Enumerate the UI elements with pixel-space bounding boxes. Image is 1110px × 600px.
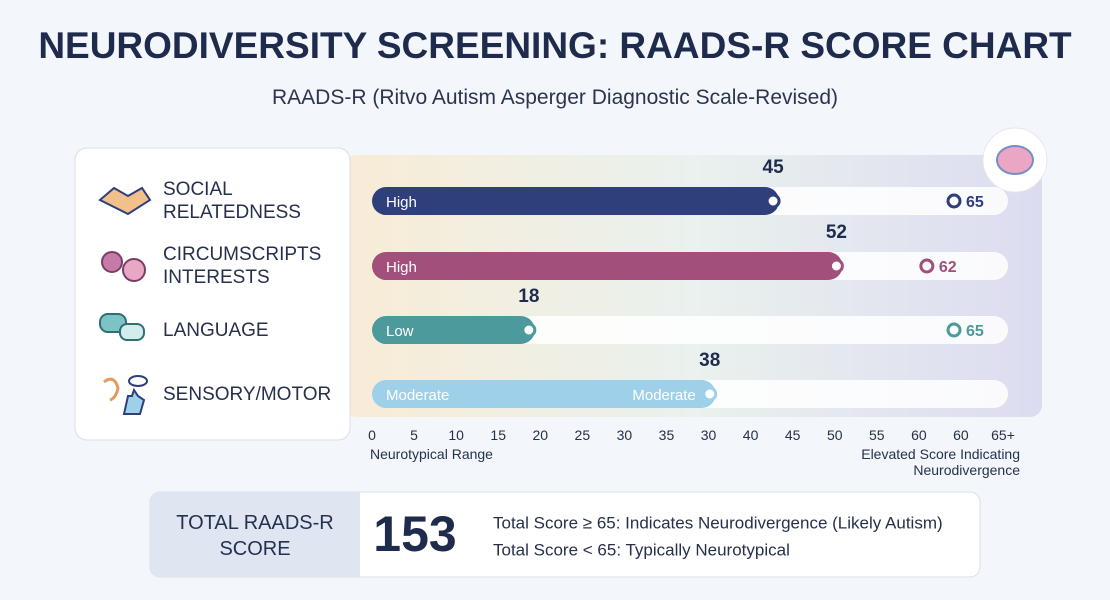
bar-end-dot: [521, 322, 537, 338]
scale-label: 15: [490, 427, 506, 443]
scale-label: 55: [869, 427, 885, 443]
title: NEURODIVERSITY SCREENING: RAADS-R SCORE …: [38, 25, 1072, 66]
gears-icon: [101, 251, 146, 282]
scale-label: 40: [743, 427, 759, 443]
scale-label: 30: [617, 427, 633, 443]
x-label-right: Elevated Score Indicating Neurodivergenc…: [861, 446, 1020, 478]
total-value: 153: [373, 506, 456, 562]
category-label: SOCIAL RELATEDNESS: [163, 179, 301, 223]
total-note: Total Score ≥ 65: Indicates Neurodiverge…: [493, 513, 943, 532]
value-label: 38: [699, 350, 720, 371]
max-marker: [946, 322, 962, 338]
scale-label: 45: [785, 427, 801, 443]
x-label-left: Neurotypical Range: [370, 446, 493, 462]
end-label: Moderate: [632, 387, 695, 404]
max-label: 65: [966, 323, 984, 340]
level-label: High: [386, 259, 417, 276]
category-panel: [74, 147, 351, 441]
category-label: CIRCUMSCRIPTS INTERESTS: [163, 244, 322, 288]
subtitle: RAADS-R (Ritvo Autism Asperger Diagnosti…: [272, 86, 838, 109]
bar: [372, 316, 535, 344]
value-label: 18: [518, 286, 539, 307]
scale-label: 30: [701, 427, 717, 443]
scale-label: 35: [659, 427, 675, 443]
level-label: Moderate: [386, 387, 449, 404]
total-note: Total Score < 65: Typically Neurotypical: [493, 540, 790, 559]
scale-label: 20: [532, 427, 548, 443]
scale-label: 50: [827, 427, 843, 443]
senses-icon: [103, 375, 148, 415]
bar-end-dot: [828, 258, 844, 274]
scale-label: 65+: [991, 427, 1015, 443]
speech-icon: [99, 313, 145, 341]
scale-label: 60: [953, 427, 969, 443]
brain-icon-shape: [996, 145, 1034, 175]
category-label: LANGUAGE: [163, 319, 269, 341]
scale-label: 0: [368, 427, 376, 443]
value-label: 52: [826, 222, 847, 243]
max-marker: [946, 193, 962, 209]
handshake-icon: [98, 186, 152, 216]
total-label: TOTAL RAADS-R SCORE: [176, 512, 334, 560]
plot-background: [345, 155, 1042, 417]
total-label-bg: [150, 492, 360, 577]
bar-end-dot: [702, 386, 718, 402]
scale-label: 5: [410, 427, 418, 443]
bar: [372, 380, 716, 408]
level-label: Low: [386, 323, 414, 340]
level-label: High: [386, 194, 417, 211]
max-label: 62: [939, 259, 957, 276]
bar-end-dot: [765, 193, 781, 209]
scale-label: 25: [575, 427, 591, 443]
scale-label: 60: [911, 427, 927, 443]
max-label: 65: [966, 194, 984, 211]
bar: [372, 252, 843, 280]
bar: [372, 187, 780, 215]
scale-label: 10: [448, 427, 464, 443]
value-label: 45: [763, 157, 785, 178]
max-marker: [919, 258, 935, 274]
category-label: SENSORY/MOTOR: [163, 383, 332, 405]
